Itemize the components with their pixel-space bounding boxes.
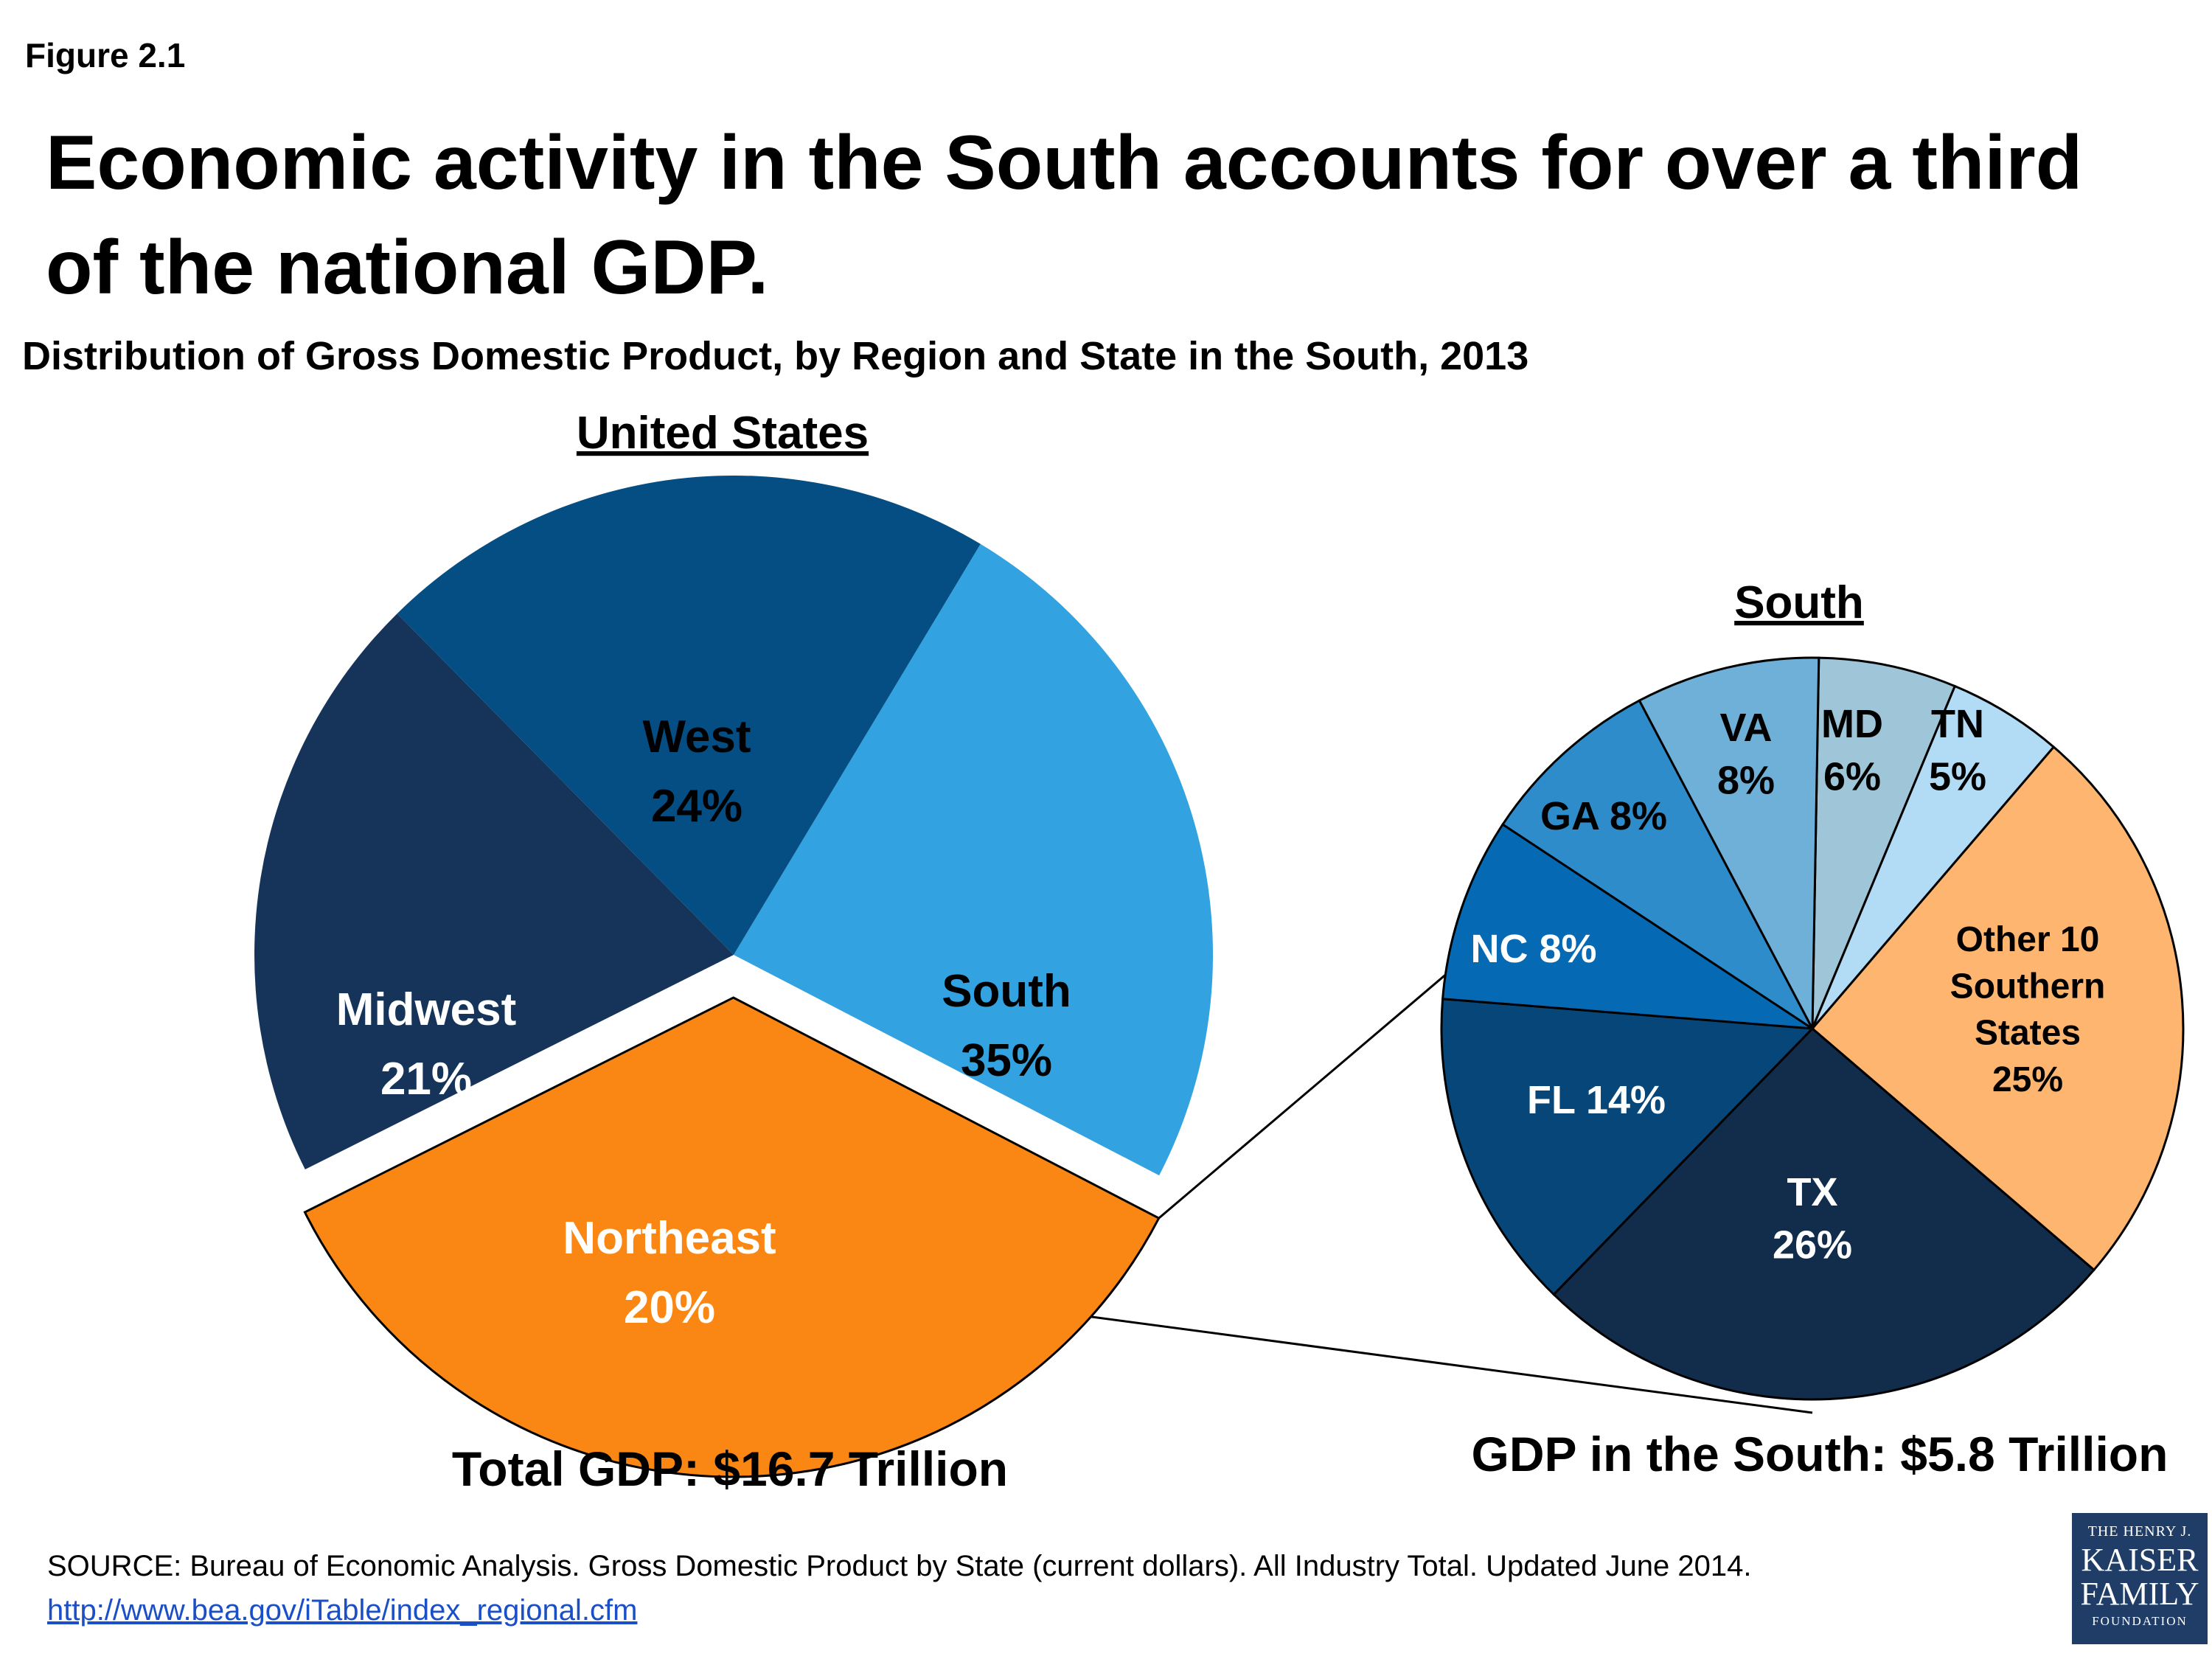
logo-line-2: KAISER (2081, 1542, 2199, 1578)
south-label-tx: TX (1787, 1170, 1837, 1214)
slice-labels: West 24% South 35% Northeast 20% Midwest 21% MD 6… (336, 702, 2106, 1333)
us-slice-northeast (254, 613, 734, 1169)
kff-logo: THE HENRY J. KAISER FAMILY FOUNDATION (2072, 1513, 2208, 1644)
south-value-tx: 26% (1773, 1222, 1852, 1267)
us-value-south: 35% (961, 1035, 1052, 1086)
south-label-tn: TN (1931, 702, 1984, 746)
south-label-fl: FL 14% (1527, 1078, 1666, 1122)
chart-title: Economic activity in the South accounts … (46, 120, 2083, 310)
pie-titles: United States Total GDP: $16.7 Trillion So… (452, 408, 2168, 1496)
source-note: SOURCE: Bureau of Economic Analysis. Gro… (47, 1550, 1752, 1582)
logo-line-1: THE HENRY J. (2087, 1523, 2192, 1540)
us-pie-title: United States (577, 408, 869, 459)
us-slice-south (303, 996, 1161, 1478)
us-value-west: 24% (651, 781, 742, 832)
south-value-va: 8% (1717, 758, 1775, 802)
south-pie-caption: GDP in the South: $5.8 Trillion (1472, 1427, 2168, 1481)
logo-line-4: FOUNDATION (2092, 1614, 2188, 1628)
us-slice-midwest (397, 475, 981, 955)
logo-line-3: FAMILY (2080, 1576, 2199, 1612)
south-label-nc: NC 8% (1470, 927, 1596, 971)
us-label-west: West (642, 712, 751, 762)
south-value-tn: 5% (1929, 754, 1986, 799)
south-label-other-10-southern-states: Other 10 Southern States (1950, 920, 2106, 1053)
source-link[interactable]: http://www.bea.gov/iTable/index_regional… (47, 1594, 638, 1627)
south-slice-tn (1811, 684, 2056, 1029)
us-label-midwest: Midwest (336, 984, 517, 1035)
south-slice-md (1811, 656, 1957, 1029)
south-slice-va (1638, 656, 1820, 1029)
south-slice-tx (1552, 1026, 2096, 1401)
south-slice-other-10-southern-states (1810, 745, 2185, 1272)
us-value-midwest: 21% (380, 1054, 472, 1105)
us-label-south: South (942, 966, 1071, 1017)
south-label-va: VA (1719, 706, 1772, 750)
south-slice-fl (1440, 998, 1815, 1296)
chart-subtitle: Distribution of Gross Domestic Product, … (22, 334, 1529, 378)
south-value-md: 6% (1823, 754, 1881, 799)
us-label-northeast: Northeast (563, 1213, 776, 1264)
south-label-md: MD (1821, 702, 1883, 746)
us-pie-caption: Total GDP: $16.7 Trillion (452, 1441, 1008, 1496)
south-pie-title: South (1734, 577, 1864, 628)
us-slice-west (734, 543, 1214, 1176)
south-pie (1440, 656, 2185, 1401)
us-value-northeast: 20% (624, 1282, 715, 1333)
south-slice-ga (1501, 699, 1814, 1030)
south-value-other-10-southern-states: 25% (1992, 1060, 2063, 1099)
south-label-ga: GA 8% (1540, 794, 1667, 838)
us-pie (254, 475, 1214, 1478)
figure-label: Figure 2.1 (25, 36, 186, 74)
south-slice-nc (1441, 823, 1813, 1030)
